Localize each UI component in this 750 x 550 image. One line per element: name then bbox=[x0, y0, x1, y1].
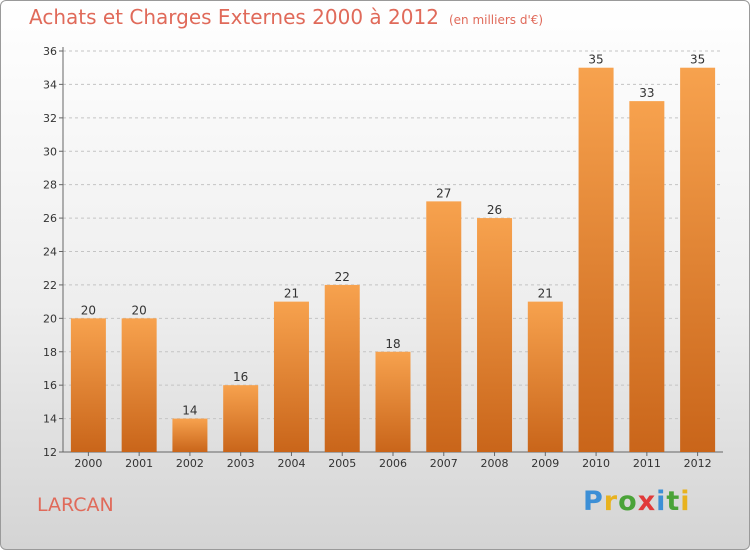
bar-2007 bbox=[426, 201, 462, 452]
y-tick-label: 24 bbox=[43, 246, 57, 259]
x-tick-label-2012: 2012 bbox=[684, 457, 712, 470]
y-tick-label: 28 bbox=[43, 179, 57, 192]
logo-letter: r bbox=[603, 486, 619, 517]
x-tick-label-2009: 2009 bbox=[531, 457, 559, 470]
value-label-2005: 22 bbox=[335, 270, 350, 284]
value-label-2006: 18 bbox=[385, 337, 400, 351]
bar-2003 bbox=[223, 385, 259, 452]
y-tick-label: 12 bbox=[43, 446, 57, 459]
y-tick-label: 30 bbox=[43, 145, 57, 158]
value-label-2004: 21 bbox=[284, 287, 299, 301]
chart-unit: (en milliers d'€) bbox=[448, 13, 544, 27]
x-tick-label-2006: 2006 bbox=[379, 457, 407, 470]
value-label-2010: 35 bbox=[588, 53, 603, 67]
x-tick-label-2007: 2007 bbox=[430, 457, 458, 470]
value-label-2009: 21 bbox=[538, 287, 553, 301]
y-tick-label: 20 bbox=[43, 312, 57, 325]
value-label-2008: 26 bbox=[487, 203, 502, 217]
x-tick-label-2000: 2000 bbox=[74, 457, 102, 470]
value-label-2003: 16 bbox=[233, 370, 248, 384]
bar-2000 bbox=[70, 318, 106, 452]
value-label-2012: 35 bbox=[690, 53, 705, 67]
value-label-2007: 27 bbox=[436, 186, 451, 200]
value-label-2001: 20 bbox=[132, 303, 147, 317]
x-tick-label-2002: 2002 bbox=[176, 457, 204, 470]
bar-2005 bbox=[324, 284, 360, 452]
x-tick-label-2011: 2011 bbox=[633, 457, 661, 470]
logo-letter: o bbox=[618, 486, 638, 517]
bar-2010 bbox=[578, 67, 614, 452]
x-tick-label-2001: 2001 bbox=[125, 457, 153, 470]
bar-2012 bbox=[680, 67, 716, 452]
logo-letter: P bbox=[583, 486, 604, 517]
value-labels: 20 20 14 16 21 22 18 27 26 21 35 33 35 bbox=[81, 53, 706, 418]
bar-2004 bbox=[273, 301, 309, 452]
x-tick-label-2008: 2008 bbox=[481, 457, 509, 470]
x-tick-label-2010: 2010 bbox=[582, 457, 610, 470]
y-tick-label: 34 bbox=[43, 78, 57, 91]
chart-title-text: Achats et Charges Externes 2000 à 2012 bbox=[29, 5, 439, 29]
x-tick-label-2003: 2003 bbox=[227, 457, 255, 470]
y-tick-label: 36 bbox=[43, 45, 57, 58]
logo-letter: x bbox=[637, 486, 657, 517]
bar-2008 bbox=[477, 218, 513, 452]
bars bbox=[70, 67, 716, 452]
x-tick-label-2005: 2005 bbox=[328, 457, 356, 470]
logo-letter: t bbox=[666, 486, 681, 517]
value-label-2011: 33 bbox=[639, 86, 654, 100]
logo-letter: i bbox=[680, 486, 691, 517]
value-label-2002: 14 bbox=[182, 404, 197, 418]
y-tick-label: 26 bbox=[43, 212, 57, 225]
y-tick-label: 18 bbox=[43, 346, 57, 359]
axes: 12 14 16 18 20 22 24 26 28 30 32 34 36 2000 2001 2002 20… bbox=[43, 45, 723, 470]
logo-letter: i bbox=[656, 486, 667, 517]
bar-2009 bbox=[527, 301, 563, 452]
x-tick-label-2004: 2004 bbox=[277, 457, 305, 470]
bar-2006 bbox=[375, 351, 411, 452]
bar-2002 bbox=[172, 418, 208, 452]
value-label-2000: 20 bbox=[81, 303, 96, 317]
y-tick-label: 22 bbox=[43, 279, 57, 292]
y-tick-label: 32 bbox=[43, 112, 57, 125]
chart-title: Achats et Charges Externes 2000 à 2012 (e… bbox=[29, 5, 543, 29]
bar-2001 bbox=[121, 318, 157, 452]
bar-2011 bbox=[629, 101, 665, 452]
y-tick-label: 14 bbox=[43, 413, 57, 426]
commune-name: LARCAN bbox=[37, 494, 114, 516]
proxiti-logo: Proxiti bbox=[583, 486, 691, 517]
y-tick-label: 16 bbox=[43, 379, 57, 392]
